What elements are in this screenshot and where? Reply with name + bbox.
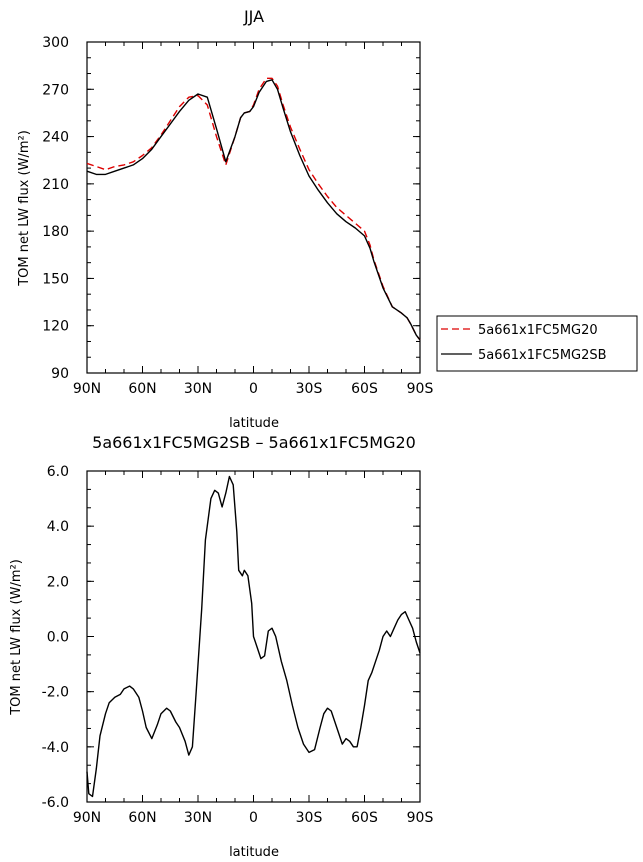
top-series-lines bbox=[86, 77, 421, 341]
bottom-axis-ticks: 90N 60N 30N 0 30S 60S 90S 6.0 4.0 2.0 0.0 -2.0 -4.0 -… bbox=[42, 464, 434, 826]
bottom-y-tick-label: -4.0 bbox=[42, 740, 69, 756]
top-x-tick-label: 90S bbox=[407, 381, 434, 397]
bottom-series-line-0 bbox=[86, 475, 421, 798]
legend: 5a661x1FC5MG20 5a661x1FC5MG2SB bbox=[436, 315, 638, 372]
top-plot-frame bbox=[86, 41, 421, 374]
bottom-chart-title: 5a661x1FC5MG2SB – 5a661x1FC5MG20 bbox=[92, 433, 416, 452]
top-y-tick-label: 90 bbox=[51, 366, 69, 382]
top-y-tick-label: 120 bbox=[42, 319, 69, 335]
bottom-y-axis-label: TOM net LW flux (W/m²) bbox=[9, 559, 24, 716]
top-x-tick-label: 0 bbox=[249, 381, 258, 397]
bottom-y-tick-label: 6.0 bbox=[47, 464, 69, 480]
bottom-x-tick-label: 0 bbox=[249, 810, 258, 826]
top-y-tick-label: 210 bbox=[42, 177, 69, 193]
bottom-x-tick-label: 90S bbox=[407, 810, 434, 826]
bottom-x-tick-label: 60S bbox=[351, 810, 378, 826]
top-axis-ticks: 90N 60N 30N 0 30S 60S 90S 90 120 150 180 210 240 270 3… bbox=[42, 35, 433, 397]
top-y-tick-label: 150 bbox=[42, 271, 69, 287]
bottom-x-tick-label: 30S bbox=[296, 810, 323, 826]
top-series-line-0 bbox=[86, 77, 421, 341]
top-chart-title: JJA bbox=[243, 7, 264, 26]
bottom-y-tick-label: 2.0 bbox=[47, 574, 69, 590]
top-x-tick-label: 60S bbox=[351, 381, 378, 397]
top-y-tick-label: 240 bbox=[42, 130, 69, 146]
bottom-x-tick-label: 60N bbox=[128, 810, 156, 826]
bottom-y-tick-label: 0.0 bbox=[47, 630, 69, 646]
bottom-x-tick-label: 90N bbox=[73, 810, 101, 826]
bottom-series-lines bbox=[86, 475, 421, 798]
bottom-y-tick-label: -2.0 bbox=[42, 685, 69, 701]
bottom-x-axis-label: latitude bbox=[229, 845, 279, 860]
top-panel: JJA 90N 60N 30N 0 30S 60S 90S 90 120 150 180 210 240… bbox=[17, 7, 433, 431]
legend-label-mg20: 5a661x1FC5MG20 bbox=[478, 323, 598, 338]
top-x-tick-label: 60N bbox=[128, 381, 156, 397]
bottom-x-tick-label: 30N bbox=[184, 810, 212, 826]
top-y-tick-label: 270 bbox=[42, 82, 69, 98]
bottom-panel: 5a661x1FC5MG2SB – 5a661x1FC5MG20 90N 60N 3… bbox=[9, 433, 433, 860]
bottom-y-tick-label: -6.0 bbox=[42, 795, 69, 811]
bottom-y-tick-label: 4.0 bbox=[47, 519, 69, 535]
legend-label-mg2sb: 5a661x1FC5MG2SB bbox=[478, 348, 607, 363]
top-y-tick-label: 180 bbox=[42, 224, 69, 240]
top-x-axis-label: latitude bbox=[229, 416, 279, 431]
top-x-tick-label: 90N bbox=[73, 381, 101, 397]
top-series-line-1 bbox=[86, 79, 421, 341]
top-y-tick-label: 300 bbox=[42, 35, 69, 51]
legend-box bbox=[436, 315, 638, 372]
top-x-tick-label: 30N bbox=[184, 381, 212, 397]
top-x-tick-label: 30S bbox=[296, 381, 323, 397]
top-y-axis-label: TOM net LW flux (W/m²) bbox=[17, 130, 32, 287]
